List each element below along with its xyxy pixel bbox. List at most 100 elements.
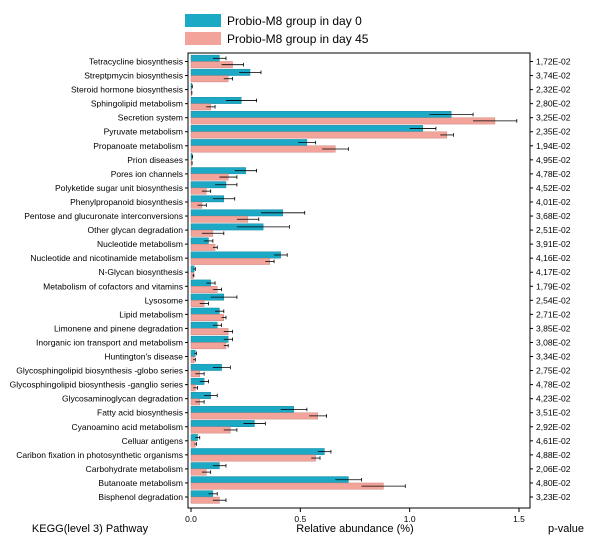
- category-label: Lysosome: [145, 295, 184, 305]
- category-label: Propanoate metabolism: [93, 141, 183, 151]
- p-value-label: 2,75E-02: [536, 366, 571, 376]
- p-value-label: 2,32E-02: [536, 85, 571, 95]
- category-label: Other glycan degradation: [88, 225, 184, 235]
- pvalue-header: p-value: [548, 523, 584, 535]
- bar-day45: [190, 131, 448, 139]
- category-label: Streptpmycin biosynthesis: [84, 71, 183, 81]
- bar-day0: [190, 448, 325, 456]
- p-value-label: 4,78E-02: [536, 380, 571, 390]
- category-label: Steroid hormone biosynthesis: [71, 85, 183, 95]
- p-value-label: 4,23E-02: [536, 394, 571, 404]
- category-label: Bisphenol degradation: [98, 492, 183, 502]
- p-value-label: 3,08E-02: [536, 337, 571, 347]
- bar-day45: [190, 342, 227, 350]
- p-value-label: 2,51E-02: [536, 225, 571, 235]
- bar-day45: [190, 482, 384, 490]
- plot-frame: [187, 52, 531, 509]
- category-label: Limonene and pinene degradation: [54, 323, 183, 333]
- category-label: Secretion system: [118, 113, 183, 123]
- category-label: Prion diseases: [127, 155, 183, 165]
- category-label: Butanoate metabolism: [98, 478, 183, 488]
- bar-day45: [190, 243, 216, 251]
- p-value-label: 1,94E-02: [536, 141, 571, 151]
- p-value-label: 4,88E-02: [536, 450, 571, 460]
- category-label: Nucleotide metabolism: [97, 239, 183, 249]
- category-label: Pores ion channels: [111, 169, 183, 179]
- category-label: Metabolism of cofactors and vitamins: [43, 281, 183, 291]
- x-axis-title: Relative abundance (%): [296, 523, 413, 535]
- p-value-label: 4,52E-02: [536, 183, 571, 193]
- p-value-label: 3,25E-02: [536, 113, 571, 123]
- category-label: Pentose and glucuronate interconversions: [24, 211, 183, 221]
- category-label: Pyruvate metabolism: [104, 127, 183, 137]
- category-label: Phenylpropanoid biosynthesis: [70, 197, 183, 207]
- category-label: Sphingolipid metabolism: [91, 99, 183, 109]
- bar-day45: [190, 75, 229, 83]
- bar-day45: [190, 145, 336, 153]
- category-label: Celluar antigens: [122, 436, 183, 446]
- p-value-label: 2,06E-02: [536, 464, 571, 474]
- category-label: Inorganic ion transport and metabolism: [36, 337, 183, 347]
- p-value-label: 3,85E-02: [536, 323, 571, 333]
- p-value-label: 4,16E-02: [536, 253, 571, 263]
- p-value-label: 1,72E-02: [536, 57, 571, 67]
- category-label: Polyketide sugar unit biosynthesis: [55, 183, 183, 193]
- p-value-label: 3,74E-02: [536, 71, 571, 81]
- category-label: Cyanoamino acid metabolism: [72, 422, 184, 432]
- p-value-label: 4,01E-02: [536, 197, 571, 207]
- plot-area: Tetracycline biosynthesis 1,72E-02 Streptp…: [10, 52, 571, 524]
- bar-day0: [190, 251, 281, 259]
- p-value-label: 1,79E-02: [536, 281, 571, 291]
- category-label: Glycosphingolipid biosynthesis -globo se…: [16, 366, 183, 376]
- p-value-label: 3,91E-02: [536, 239, 571, 249]
- category-label: Fatty acid biosynthesis: [97, 408, 183, 418]
- bar-day45: [190, 257, 270, 265]
- bar-day0: [190, 111, 452, 118]
- category-label: Nucleotide and nicotinamide metabolism: [30, 253, 183, 263]
- p-value-label: 2,71E-02: [536, 309, 571, 319]
- x-tick-label: 1.0: [404, 514, 416, 524]
- category-label: Huntington's disease: [104, 352, 183, 362]
- p-value-label: 3,68E-02: [536, 211, 571, 221]
- legend: Probio-M8 group in day 0 Probio-M8 group…: [185, 14, 369, 46]
- bar-day0: [190, 476, 349, 484]
- p-value-label: 4,17E-02: [536, 267, 571, 277]
- bar-day45: [190, 454, 316, 462]
- y-axis-title: KEGG(level 3) Pathway: [32, 523, 149, 535]
- category-label: N-Glycan biosynthesis: [98, 267, 183, 277]
- x-tick-label: 1.5: [513, 514, 525, 524]
- p-value-label: 3,34E-02: [536, 352, 571, 362]
- p-value-label: 2,35E-02: [536, 127, 571, 137]
- bar-day45: [190, 328, 229, 336]
- bar-day0: [190, 406, 294, 413]
- category-label: Carbohydrate metabolism: [86, 464, 183, 474]
- legend-label-day45: Probio-M8 group in day 45: [227, 32, 369, 46]
- category-label: Tetracycline biosynthesis: [89, 57, 183, 67]
- legend-swatch-day0: [185, 14, 221, 27]
- category-label: Glycosphingolipid biosynthesis -ganglio …: [10, 380, 183, 390]
- x-tick-label: 0.5: [294, 514, 306, 524]
- bar-day45: [190, 314, 224, 321]
- p-value-label: 3,23E-02: [536, 492, 571, 502]
- category-label: Caribon fixation in photosynthetic organ…: [16, 450, 183, 460]
- p-value-label: 2,54E-02: [536, 295, 571, 305]
- p-value-label: 2,92E-02: [536, 422, 571, 432]
- p-value-label: 4,80E-02: [536, 478, 571, 488]
- p-value-label: 2,80E-02: [536, 99, 571, 109]
- p-value-label: 4,95E-02: [536, 155, 571, 165]
- category-label: Lipid metabolism: [119, 309, 183, 319]
- bar-day0: [190, 139, 308, 146]
- bar-day0: [190, 335, 229, 343]
- legend-label-day0: Probio-M8 group in day 0: [227, 14, 362, 28]
- bar-day45: [190, 117, 496, 125]
- p-value-label: 3,51E-02: [536, 408, 571, 418]
- legend-swatch-day45: [185, 32, 221, 45]
- p-value-label: 4,61E-02: [536, 436, 571, 446]
- bar-day0: [190, 125, 423, 132]
- p-value-label: 4,78E-02: [536, 169, 571, 179]
- category-label: Glycosaminoglycan degradation: [62, 394, 183, 404]
- x-tick-label: 0.0: [185, 514, 197, 524]
- bar-day45: [190, 412, 319, 420]
